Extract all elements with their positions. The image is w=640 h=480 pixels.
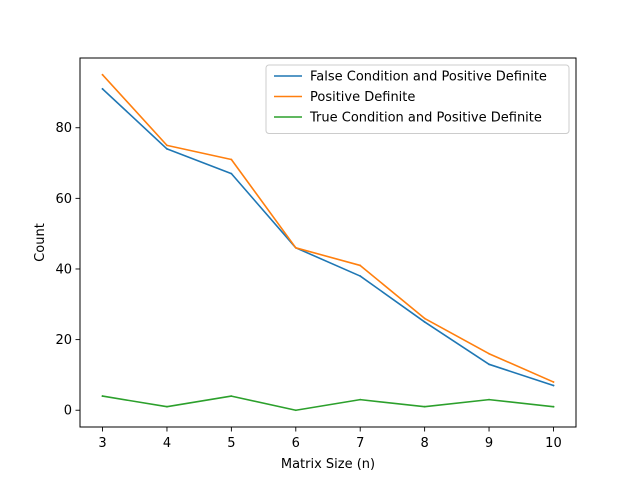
- x-tick-label-4: 7: [356, 436, 364, 451]
- series-layer: [101, 73, 555, 412]
- x-tick-label-5: 8: [420, 436, 428, 451]
- series-2-point-1: [166, 405, 168, 408]
- y-axis-label: Count: [33, 223, 48, 262]
- series-0-point-5: [423, 321, 426, 323]
- series-1-point-6: [488, 352, 490, 355]
- x-tick-label-6: 9: [485, 436, 493, 451]
- series-0-point-4: [359, 275, 362, 277]
- series-2-point-0: [101, 395, 104, 398]
- series-2-point-7: [552, 405, 555, 408]
- legend-label-2: True Condition and Positive Definite: [309, 111, 542, 126]
- y-tick-label-2: 40: [55, 262, 72, 277]
- series-2-point-6: [488, 398, 490, 401]
- y-tick-label-3: 60: [55, 192, 72, 207]
- series-1-point-1: [166, 144, 168, 147]
- legend-label-1: Positive Definite: [310, 90, 415, 105]
- x-tick-label-0: 3: [98, 436, 106, 451]
- series-1-point-4: [359, 264, 362, 267]
- x-tick-label-1: 4: [163, 436, 171, 451]
- series-1-point-0: [101, 73, 104, 76]
- series-2-point-2: [230, 395, 233, 398]
- legend: False Condition and Positive Definite Pos…: [265, 64, 570, 134]
- legend-label-0: False Condition and Positive Definite: [310, 70, 547, 85]
- y-tick-label-1: 20: [55, 333, 72, 348]
- series-line-2: [101, 395, 555, 412]
- y-axis-ticks: 0 20 40 60 80: [55, 121, 80, 419]
- y-tick-label-0: 0: [64, 404, 72, 419]
- x-axis-ticks: 3 4 5 6 7 8 9 10: [98, 427, 562, 451]
- x-tick-label-7: 10: [545, 436, 562, 451]
- plot-frame: [79, 57, 577, 428]
- series-0-point-2: [230, 172, 233, 175]
- series-1-point-2: [230, 158, 233, 161]
- x-tick-label-3: 6: [292, 436, 300, 451]
- series-1-point-3: [294, 246, 297, 249]
- legend-box: [265, 64, 570, 134]
- series-0-point-7: [552, 384, 555, 387]
- series-2-point-3: [294, 409, 297, 412]
- series-line-0: [101, 87, 555, 387]
- series-1-point-7: [552, 381, 555, 383]
- x-axis-label: Matrix Size (n): [281, 457, 375, 472]
- series-1-point-5: [423, 317, 426, 320]
- x-tick-label-2: 5: [227, 436, 235, 451]
- series-2-point-5: [423, 405, 426, 408]
- series-0-point-0: [101, 87, 104, 90]
- series-line-1: [101, 73, 555, 384]
- series-2-point-4: [359, 398, 362, 401]
- series-0-point-6: [488, 363, 490, 366]
- series-0-point-1: [166, 148, 168, 150]
- y-tick-label-4: 80: [55, 121, 72, 136]
